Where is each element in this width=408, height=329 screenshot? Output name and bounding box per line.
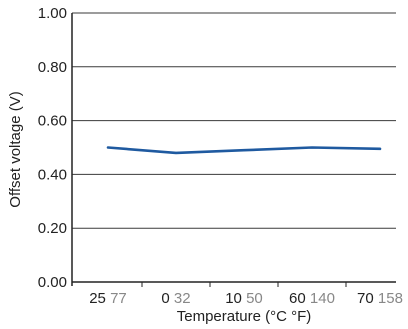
- x-tick-label-2: 10 50: [225, 290, 263, 307]
- y-tick-label-3: 0.60: [38, 113, 67, 130]
- x-tick-label-fahrenheit: 158: [378, 290, 403, 307]
- series-layer: [106, 146, 382, 155]
- y-axis-title: Offset voltage (V): [7, 91, 24, 207]
- x-tick-label-celsius: 10: [225, 290, 246, 307]
- y-tick-label-4: 0.80: [38, 59, 67, 76]
- x-tick-label-0: 25 77: [89, 290, 127, 307]
- x-tick-label-4: 70 158: [357, 290, 403, 307]
- y-tick-labels: 0.00 0.20 0.40 0.60 0.80 1.00: [38, 5, 67, 291]
- grid-lines: [72, 12, 396, 229]
- x-tick-labels: 25 77 0 32 10 50 60 140 70 158: [89, 290, 403, 307]
- x-tick-label-celsius: 70: [357, 290, 378, 307]
- y-tick-label-2: 0.40: [38, 166, 67, 183]
- x-tick-label-celsius: 60: [289, 290, 310, 307]
- series-line-0: [106, 146, 382, 155]
- x-tick-label-celsius: 0: [161, 290, 174, 307]
- x-tick-label-3: 60 140: [289, 290, 335, 307]
- x-tick-label-fahrenheit: 32: [174, 290, 191, 307]
- x-tick-label-fahrenheit: 140: [310, 290, 335, 307]
- x-axis-ticks: [141, 282, 347, 287]
- x-tick-label-1: 0 32: [161, 290, 190, 307]
- x-tick-label-fahrenheit: 50: [246, 290, 263, 307]
- y-tick-label-5: 1.00: [38, 5, 67, 22]
- x-tick-label-celsius: 25: [89, 290, 110, 307]
- y-tick-label-1: 0.20: [38, 220, 67, 237]
- y-tick-label-0: 0.00: [38, 274, 67, 291]
- x-tick-label-fahrenheit: 77: [110, 290, 127, 307]
- x-axis-title: Temperature (°C °F): [177, 308, 312, 325]
